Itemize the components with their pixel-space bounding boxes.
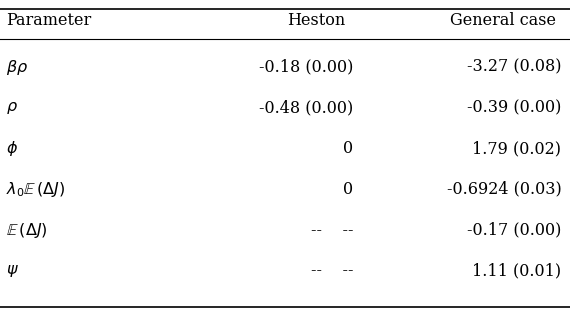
Text: $\lambda_0 \mathbb{E}\,(\Delta J)$: $\lambda_0 \mathbb{E}\,(\Delta J)$ [6,180,65,199]
Text: $\beta\rho$: $\beta\rho$ [6,58,28,77]
Text: General case: General case [450,12,556,29]
Text: 1.11 (0.01): 1.11 (0.01) [473,262,561,279]
Text: 0: 0 [343,181,353,198]
Text: -0.6924 (0.03): -0.6924 (0.03) [447,181,561,198]
Text: $\mathbb{E}\,(\Delta J)$: $\mathbb{E}\,(\Delta J)$ [6,221,47,239]
Text: -0.39 (0.00): -0.39 (0.00) [467,100,561,116]
Text: $\rho$: $\rho$ [6,100,18,116]
Text: $\phi$: $\phi$ [6,139,18,158]
Text: --    --: -- -- [311,222,353,239]
Text: Parameter: Parameter [6,12,91,29]
Text: -0.17 (0.00): -0.17 (0.00) [467,222,561,239]
Text: -3.27 (0.08): -3.27 (0.08) [467,59,561,76]
Text: 1.79 (0.02): 1.79 (0.02) [473,140,561,157]
Text: Heston: Heston [287,12,345,29]
Text: $\psi$: $\psi$ [6,262,18,279]
Text: 0: 0 [343,140,353,157]
Text: --    --: -- -- [311,262,353,279]
Text: -0.48 (0.00): -0.48 (0.00) [259,100,353,116]
Text: -0.18 (0.00): -0.18 (0.00) [259,59,353,76]
